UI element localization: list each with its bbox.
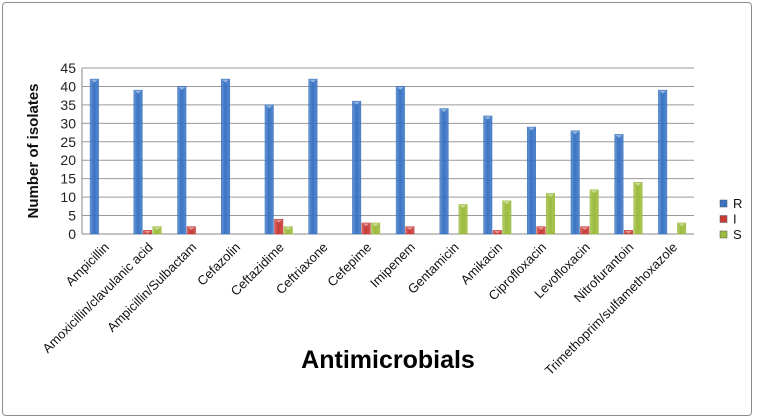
- bar-highlight: [625, 230, 632, 234]
- bar-highlight: [153, 227, 161, 231]
- bar-highlight: [659, 90, 666, 94]
- bar-S-6: [371, 222, 381, 235]
- bar-highlight: [615, 134, 623, 138]
- bar-highlight: [91, 79, 98, 83]
- bar-I-7: [405, 226, 415, 235]
- bar-highlight: [188, 227, 195, 231]
- bar-I-4: [274, 218, 284, 235]
- bar-highlight: [459, 204, 467, 208]
- bar-I-9: [492, 230, 502, 235]
- bar-S-4: [283, 226, 293, 235]
- bar-highlight: [503, 201, 511, 205]
- bar-S-8: [458, 204, 468, 235]
- y-tick-label: 30: [60, 115, 76, 131]
- bar-R-11: [570, 130, 580, 235]
- y-tick-label: 35: [60, 97, 76, 113]
- bar-highlight: [547, 193, 554, 197]
- bar-S-10: [546, 193, 555, 235]
- bar-R-5: [308, 78, 318, 235]
- bar-highlight: [537, 227, 545, 231]
- x-axis-label: Antimicrobials: [301, 346, 475, 374]
- bar-R-13: [658, 89, 668, 235]
- bar-S-11: [589, 189, 599, 235]
- legend-swatch-R: [719, 199, 728, 208]
- bar-highlight: [284, 227, 292, 231]
- bar-R-3: [221, 78, 230, 235]
- bar-I-6: [361, 222, 371, 235]
- bar-highlight: [484, 116, 492, 120]
- bar-I-12: [623, 230, 633, 235]
- bar-R-7: [395, 86, 405, 235]
- x-tick-label: Cefepime: [324, 240, 374, 290]
- bar-R-9: [483, 115, 493, 235]
- bar-highlight: [406, 227, 414, 231]
- y-tick-label: 20: [60, 152, 76, 168]
- bar-highlight: [634, 182, 642, 186]
- bar-S-9: [502, 200, 512, 235]
- bar-I-10: [536, 226, 546, 235]
- bar-R-6: [352, 100, 362, 235]
- bar-R-2: [177, 86, 187, 235]
- bar-highlight: [528, 127, 535, 131]
- y-tick-label: 45: [60, 60, 76, 76]
- legend-label: R: [733, 196, 742, 211]
- bar-R-12: [614, 134, 624, 235]
- y-tick-label: 10: [60, 189, 76, 205]
- y-tick-label: 0: [68, 226, 76, 242]
- y-tick-label: 25: [60, 134, 76, 150]
- bar-highlight: [372, 223, 379, 227]
- legend-label: S: [733, 227, 742, 242]
- bar-highlight: [222, 79, 229, 83]
- bar-highlight: [362, 223, 370, 227]
- legend-swatch-I: [719, 215, 728, 223]
- bar-highlight: [581, 227, 588, 231]
- bar-highlight: [275, 219, 282, 223]
- y-tick-label: 15: [60, 171, 76, 187]
- y-tick-label: 40: [60, 78, 76, 94]
- bar-highlight: [571, 131, 579, 135]
- bar-R-1: [133, 89, 143, 235]
- bar-I-2: [186, 226, 196, 235]
- bar-highlight: [178, 86, 186, 90]
- bar-R-8: [439, 108, 449, 235]
- bar-highlight: [265, 105, 273, 109]
- chart-frame: [2, 2, 752, 416]
- bar-I-11: [580, 226, 590, 235]
- bar-R-0: [89, 78, 99, 235]
- bar-I-1: [143, 230, 153, 235]
- bar-highlight: [144, 230, 151, 234]
- bar-highlight: [494, 230, 501, 234]
- bar-highlight: [309, 79, 317, 83]
- bar-highlight: [678, 223, 685, 227]
- bar-highlight: [440, 109, 448, 113]
- y-tick-label: 5: [68, 208, 76, 224]
- bar-highlight: [134, 90, 142, 94]
- bar-highlight: [590, 190, 598, 194]
- legend-label: I: [733, 212, 737, 227]
- y-axis-label: Number of isolates: [25, 83, 42, 218]
- bar-R-10: [527, 126, 536, 235]
- bar-S-13: [677, 222, 687, 235]
- bar-S-1: [152, 226, 162, 235]
- bar-R-4: [264, 104, 274, 235]
- bar-highlight: [353, 101, 360, 105]
- bar-S-12: [633, 182, 643, 235]
- bar-highlight: [397, 86, 404, 90]
- legend-swatch-S: [719, 230, 728, 239]
